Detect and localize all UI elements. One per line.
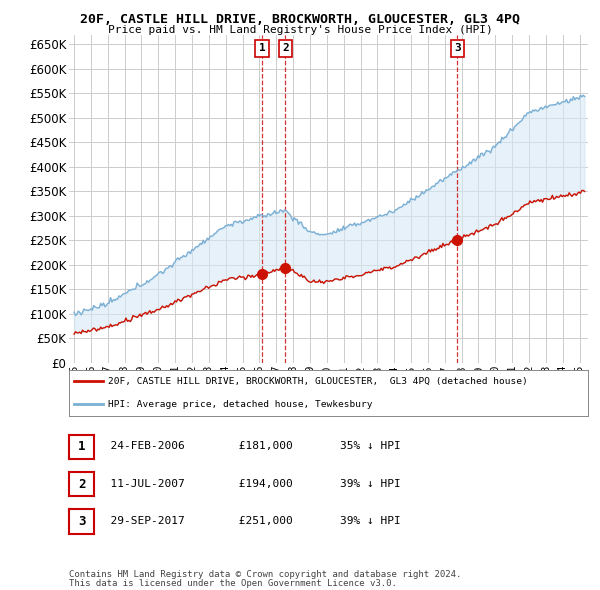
- Text: HPI: Average price, detached house, Tewkesbury: HPI: Average price, detached house, Tewk…: [108, 400, 373, 409]
- Text: 29-SEP-2017        £251,000       39% ↓ HPI: 29-SEP-2017 £251,000 39% ↓ HPI: [97, 516, 401, 526]
- Text: 20F, CASTLE HILL DRIVE, BROCKWORTH, GLOUCESTER,  GL3 4PQ (detached house): 20F, CASTLE HILL DRIVE, BROCKWORTH, GLOU…: [108, 377, 527, 386]
- Text: 3: 3: [78, 514, 85, 528]
- Text: 3: 3: [454, 44, 461, 54]
- Text: This data is licensed under the Open Government Licence v3.0.: This data is licensed under the Open Gov…: [69, 579, 397, 588]
- Text: 11-JUL-2007        £194,000       39% ↓ HPI: 11-JUL-2007 £194,000 39% ↓ HPI: [97, 478, 401, 489]
- Text: 2: 2: [78, 477, 85, 491]
- Text: Price paid vs. HM Land Registry's House Price Index (HPI): Price paid vs. HM Land Registry's House …: [107, 25, 493, 35]
- Text: 20F, CASTLE HILL DRIVE, BROCKWORTH, GLOUCESTER, GL3 4PQ: 20F, CASTLE HILL DRIVE, BROCKWORTH, GLOU…: [80, 13, 520, 26]
- Text: Contains HM Land Registry data © Crown copyright and database right 2024.: Contains HM Land Registry data © Crown c…: [69, 570, 461, 579]
- Text: 2: 2: [282, 44, 289, 54]
- Text: 1: 1: [259, 44, 265, 54]
- Text: 24-FEB-2006        £181,000       35% ↓ HPI: 24-FEB-2006 £181,000 35% ↓ HPI: [97, 441, 401, 451]
- Text: 1: 1: [78, 440, 85, 454]
